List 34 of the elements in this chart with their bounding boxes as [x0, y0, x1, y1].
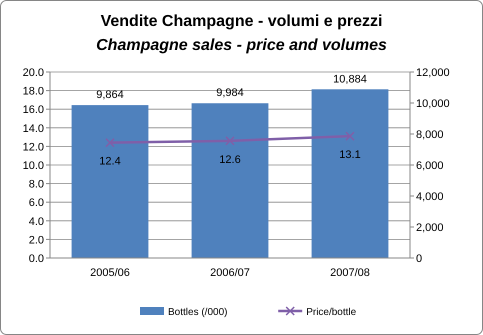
y-tick-label: 14.0: [22, 122, 44, 135]
legend-label: Price/bottle: [306, 307, 357, 318]
data-label: 9,984: [216, 87, 244, 100]
legend-label: Bottles (/000): [168, 307, 228, 318]
y2-tick-label: 12,000: [416, 67, 450, 79]
y-tick-label: 20.0: [22, 67, 44, 79]
y2-tick-label: 2,000: [416, 222, 444, 234]
data-label: 13.1: [339, 149, 361, 162]
point: [105, 138, 115, 148]
y2-tick-label: 4,000: [416, 191, 444, 203]
y2-tick-label: 8,000: [416, 129, 444, 141]
chart-title: Vendite Champagne - volumi e prezzi: [100, 13, 382, 30]
y2-tick-label: 6,000: [416, 160, 444, 172]
x-tick-label: 2005/06: [90, 267, 130, 279]
y-tick-label: 18.0: [22, 86, 44, 98]
data-label: 9,864: [96, 89, 124, 102]
y-tick-label: 16.0: [22, 104, 44, 116]
y-tick-label: 4.0: [28, 216, 44, 228]
y-tick-label: 6.0: [28, 197, 44, 210]
y-tick-label: 12.0: [22, 141, 44, 154]
x-tick-label: 2007/08: [330, 267, 370, 279]
y2-tick-label: 0: [416, 253, 422, 265]
y-tick-label: 8.0: [28, 178, 44, 191]
data-label: 12.6: [219, 154, 241, 166]
y-tick-label: 0.0: [28, 253, 44, 265]
y2-tick-label: 10,000: [416, 98, 450, 110]
x-tick-label: 2006/07: [210, 267, 250, 279]
chart-subtitle: Champagne sales - price and volumes: [96, 37, 387, 54]
point: [225, 136, 235, 146]
y-tick-label: 10.0: [22, 160, 44, 172]
point: [345, 131, 355, 141]
y-tick-label: 2.0: [28, 234, 44, 246]
data-label: 10,884: [333, 73, 367, 86]
data-label: 12.4: [99, 156, 121, 168]
